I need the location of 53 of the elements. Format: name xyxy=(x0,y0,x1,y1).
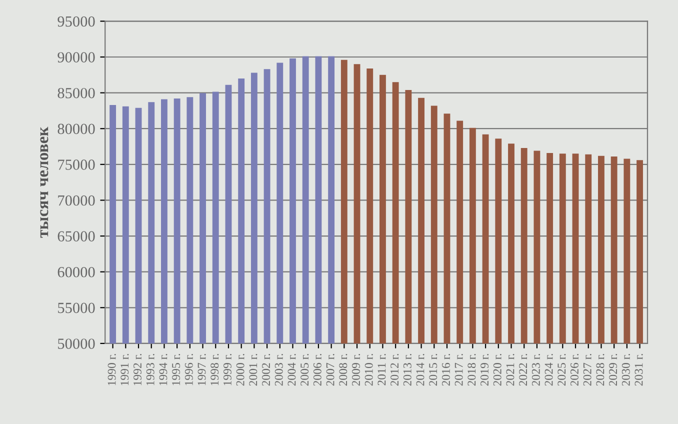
y-tick-label: 90000 xyxy=(58,52,95,62)
x-tick-label: 2001 г. xyxy=(249,354,258,386)
x-tick-label: 2003 г. xyxy=(274,354,283,386)
x-tick-label: 2021 г. xyxy=(506,354,514,386)
x-tick-label: 2030 г. xyxy=(622,354,630,386)
x-tick-label: 2028 г. xyxy=(596,354,604,386)
y-tick-label: 75000 xyxy=(58,160,95,170)
y-tick-label: 85000 xyxy=(58,88,95,98)
y-tick-label: 65000 xyxy=(58,231,95,242)
x-tick-label: 2000 г. xyxy=(236,354,244,386)
y-tick-label: 55000 xyxy=(58,302,95,314)
x-tick-label: 2008 г. xyxy=(339,354,348,386)
x-tick-label: 2017 г. xyxy=(454,354,463,386)
x-tick-label: 2013 г. xyxy=(403,354,412,386)
x-tick-label: 2023 г. xyxy=(532,354,540,386)
y-tick-label: 80000 xyxy=(58,124,95,134)
x-tick-label: 1993 г. xyxy=(146,354,154,386)
x-tick-label: 2005 г. xyxy=(300,354,309,386)
x-tick-label: 2015 г. xyxy=(429,354,438,386)
y-tick-label: 50000 xyxy=(58,338,95,349)
x-tick-label: 2016 г. xyxy=(442,354,450,386)
x-tick-label: 2018 г. xyxy=(468,354,476,386)
x-tick-label: 2022 г. xyxy=(519,354,528,386)
x-tick-label: 2009 г. xyxy=(352,354,360,386)
y-axis-title: тысяч человек xyxy=(40,126,48,238)
x-tick-label: 2007 г. xyxy=(326,354,334,386)
y-tick-label: 95000 xyxy=(58,16,95,27)
x-tick-label: 2004 г. xyxy=(288,354,296,386)
x-tick-label: 1995 г. xyxy=(172,354,180,386)
x-tick-label: 1994 г. xyxy=(159,354,168,386)
x-tick-label: 1998 г. xyxy=(210,354,219,386)
x-tick-label: 2002 г. xyxy=(262,354,270,386)
x-tick-label: 2020 г. xyxy=(493,354,502,386)
x-tick-label: 2026 г. xyxy=(570,354,579,386)
x-tick-label: 2011 г. xyxy=(378,354,386,386)
y-tick-label: 70000 xyxy=(58,195,95,206)
x-tick-label: 2012 г. xyxy=(390,354,399,386)
x-tick-label: 2024 г. xyxy=(544,354,553,386)
x-tick-label: 2010 г. xyxy=(364,354,373,386)
x-tick-label: 2014 г. xyxy=(416,354,424,386)
x-tick-label: 2027 г. xyxy=(583,354,592,386)
y-tick-label: 60000 xyxy=(58,266,95,278)
x-tick-label: 2006 г. xyxy=(313,354,322,386)
x-tick-label: 1997 г. xyxy=(198,354,206,386)
x-tick-label: 1992 г. xyxy=(134,354,142,386)
x-tick-label: 2029 г. xyxy=(609,354,618,386)
x-tick-label: 2019 г. xyxy=(480,354,489,386)
x-tick-label: 1990 г. xyxy=(108,354,116,386)
x-tick-label: 1991 г. xyxy=(120,354,129,386)
x-tick-label: 1996 г. xyxy=(184,354,193,386)
x-tick-label: 1999 г. xyxy=(224,354,232,386)
x-tick-label: 2025 г. xyxy=(558,354,566,386)
x-tick-label: 2031 г. xyxy=(634,354,643,386)
